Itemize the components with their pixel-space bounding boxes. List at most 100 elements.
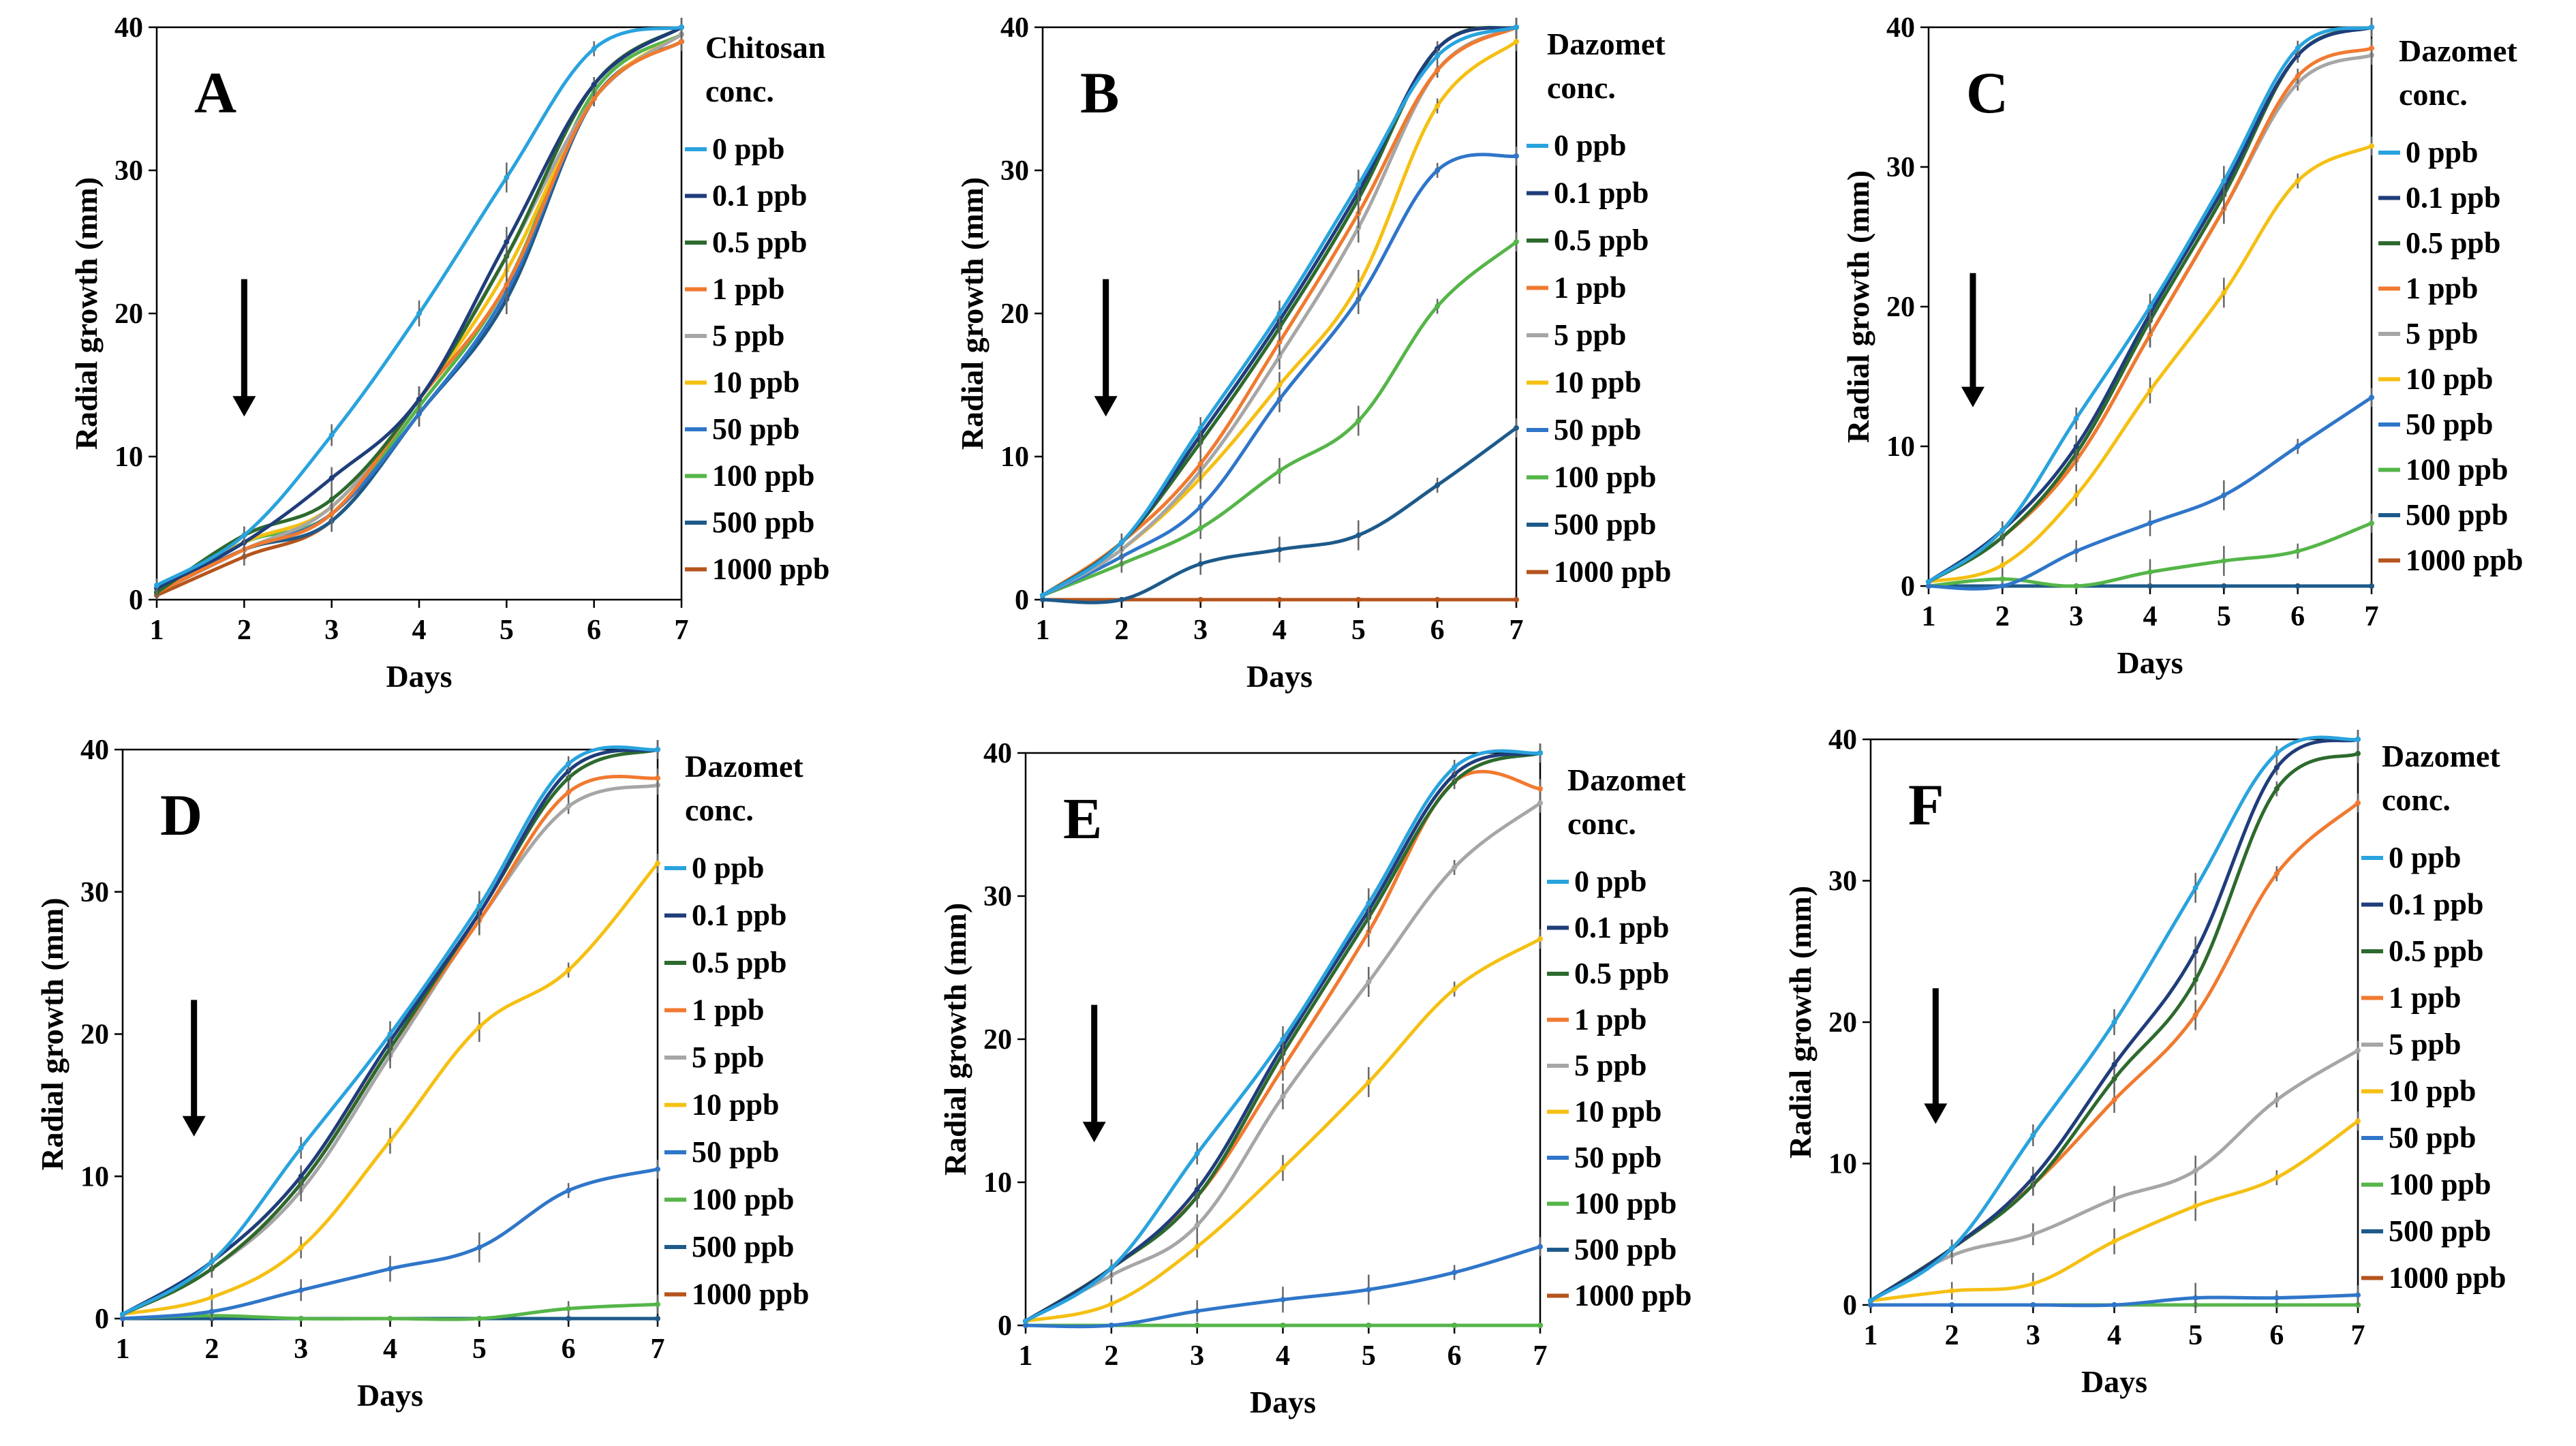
data-point (1197, 525, 1203, 531)
legend-f: Dazomet conc. 0 ppb 0.1 ppb 0.5 ppb 1 ppb 5 pp… (2361, 739, 2506, 1295)
legend-d: Dazomet conc. 0 ppb 0.1 ppb 0.5 ppb 1 ppb 5 pp… (664, 749, 809, 1311)
data-point (1514, 153, 1519, 159)
data-point (1514, 239, 1519, 245)
data-point (1999, 583, 2006, 589)
x-tick-label: 4 (2107, 1320, 2121, 1351)
data-point (416, 397, 422, 402)
data-point (1366, 900, 1372, 906)
data-point (1355, 597, 1362, 602)
legend-label: 1 ppb (1574, 1003, 1646, 1036)
data-point (655, 861, 660, 866)
data-point (1537, 1244, 1543, 1250)
data-point (2111, 1062, 2117, 1068)
legend-label: 0 ppb (2406, 136, 2478, 169)
y-axis-title: Radial growth (mm) (35, 897, 70, 1170)
y-tick-label: 20 (983, 1024, 1012, 1056)
data-point (298, 1145, 304, 1151)
legend-label: 100 ppb (2406, 453, 2508, 487)
data-point (2295, 583, 2301, 589)
legend-label: 5 ppb (1574, 1049, 1646, 1082)
data-point (2355, 1302, 2361, 1308)
legend-label: 5 ppb (712, 319, 784, 352)
data-point (2355, 1047, 2361, 1053)
data-point (1435, 67, 1441, 73)
y-tick-label: 20 (1886, 292, 1915, 323)
data-point (1435, 53, 1441, 59)
data-point (2295, 178, 2301, 184)
series-line-10-ppb (122, 862, 659, 1317)
data-point (591, 46, 597, 52)
data-point (1194, 1186, 1200, 1193)
legend-label: 1000 ppb (2406, 544, 2523, 577)
y-tick-label: 30 (1886, 152, 1915, 183)
data-point (1355, 418, 1362, 424)
data-point (2147, 388, 2153, 393)
data-point (2147, 583, 2153, 589)
treatment-arrow-head (1961, 386, 1984, 407)
legend-title: conc. (2382, 782, 2451, 817)
data-point (154, 583, 159, 588)
legend-label: 10 ppb (2389, 1075, 2476, 1108)
data-point (2355, 737, 2361, 742)
data-point (2147, 520, 2153, 526)
data-point (1537, 786, 1543, 792)
data-point (1280, 1165, 1286, 1171)
data-point (1435, 168, 1441, 173)
legend-label: 1 ppb (712, 273, 784, 306)
data-point (1435, 303, 1441, 309)
x-tick-label: 5 (2188, 1320, 2203, 1351)
x-tick-label: 4 (2143, 601, 2158, 632)
legend-label: 0.5 ppb (1574, 957, 1669, 990)
data-point (1355, 282, 1362, 288)
data-point (1197, 597, 1203, 602)
legend-label: 1000 ppb (712, 553, 829, 586)
data-point (1194, 1323, 1200, 1328)
data-point (209, 1259, 215, 1265)
legend-label: 10 ppb (692, 1088, 779, 1122)
data-point (1276, 339, 1283, 345)
x-tick-label: 3 (294, 1334, 308, 1365)
legend-b: Dazomet conc. 0 ppb 0.1 ppb 0.5 ppb 1 ppb 5 pp… (1527, 27, 1671, 589)
data-point (566, 1306, 572, 1312)
x-tick-label: 6 (1447, 1340, 1462, 1372)
legend-label: 500 ppb (692, 1230, 794, 1263)
series-line-50-ppb (122, 1167, 658, 1321)
data-point (298, 1173, 304, 1180)
data-point (655, 1166, 660, 1172)
data-point (1280, 1094, 1286, 1099)
y-tick-label: 0 (95, 1304, 109, 1335)
y-tick-label: 30 (983, 881, 1012, 912)
x-tick-label: 6 (2269, 1320, 2284, 1351)
y-tick-label: 10 (80, 1161, 109, 1193)
data-point (1537, 750, 1543, 756)
series-line-10-ppb (1025, 937, 1542, 1323)
legend-a: Chitosan conc. 0 ppb 0.1 ppb 0.5 ppb 1 ppb 5 p… (685, 30, 829, 586)
panel-letter: D (160, 782, 202, 848)
data-point (504, 282, 510, 288)
y-tick-label: 20 (1828, 1007, 1857, 1039)
data-point (566, 967, 572, 973)
series-line-50-ppb (1025, 1245, 1541, 1329)
x-axis-title: Days (386, 659, 452, 694)
data-point (2273, 765, 2280, 771)
data-point (387, 1265, 393, 1272)
legend-label: 500 ppb (2406, 498, 2508, 532)
data-point (1435, 103, 1441, 109)
data-point (328, 475, 335, 481)
y-tick-label: 30 (1828, 866, 1857, 897)
x-axis-title: Days (357, 1378, 423, 1413)
legend-title: Dazomet (1567, 763, 1686, 797)
data-point (1949, 1302, 1955, 1308)
data-point (2111, 1097, 2117, 1103)
data-point (1118, 597, 1124, 602)
y-tick-label: 20 (114, 298, 143, 330)
legend-label: 10 ppb (712, 366, 799, 399)
x-tick-label: 5 (1362, 1340, 1376, 1372)
legend-label: 1 ppb (1554, 271, 1626, 305)
data-point (1194, 1222, 1200, 1228)
y-axis-title: Radial growth (mm) (955, 177, 990, 450)
legend-label: 5 ppb (1554, 318, 1626, 352)
data-point (2192, 1012, 2198, 1018)
data-point (1276, 354, 1283, 359)
